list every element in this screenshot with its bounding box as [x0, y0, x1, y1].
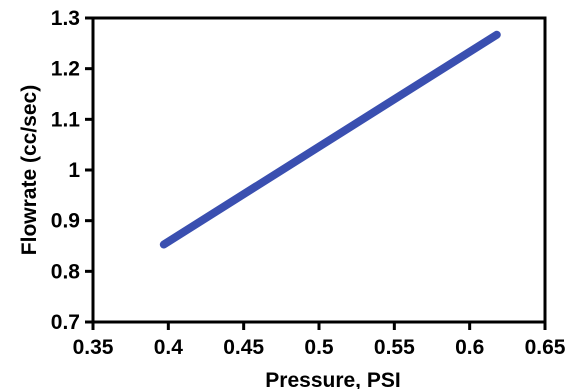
y-tick-label: 0.7: [51, 311, 80, 334]
series-line: [159, 30, 501, 249]
x-tick-label: 0.45: [223, 336, 264, 359]
y-tick-label: 1.3: [51, 7, 80, 30]
y-axis-title: Flowrate (cc/sec): [18, 85, 41, 255]
plot-area: 0.35 0.4 0.45 0.5 0.55 0.6 0.65 0.7 0.8 0.9 1 1.1 1.…: [18, 7, 566, 389]
x-tick-label: 0.4: [154, 336, 184, 359]
y-tick-label: 1: [68, 159, 80, 182]
y-tick-label: 1.2: [51, 58, 80, 81]
y-tick-label: 0.8: [51, 260, 81, 283]
x-tick-label: 0.5: [304, 336, 334, 359]
plot-frame: [91, 16, 547, 324]
x-axis-title: Pressure, PSI: [265, 369, 400, 389]
x-tick-label: 0.35: [73, 336, 114, 359]
x-tick-label: 0.55: [374, 336, 415, 359]
y-tick-label: 0.9: [51, 210, 80, 233]
x-tick-label: 0.65: [525, 336, 566, 359]
y-tick-label: 1.1: [51, 108, 81, 131]
x-tick-label: 0.6: [455, 336, 484, 359]
